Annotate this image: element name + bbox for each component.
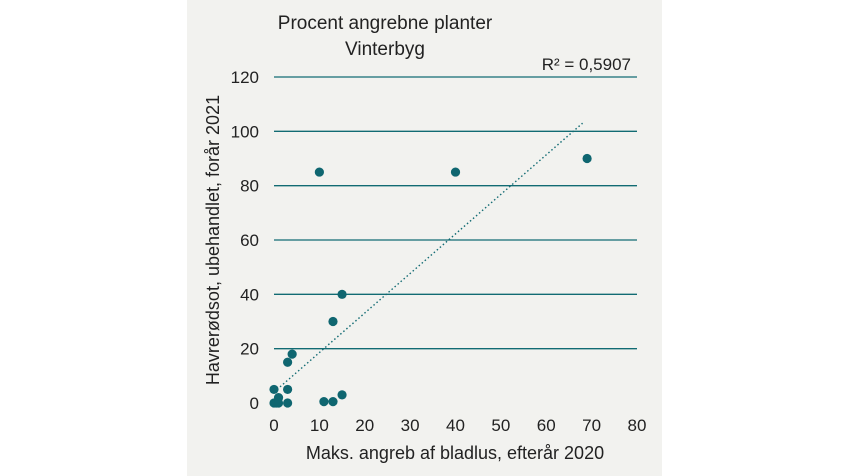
data-point — [283, 384, 293, 395]
data-point — [328, 316, 338, 327]
data-points — [269, 153, 592, 408]
data-point — [319, 397, 329, 407]
r-squared-label: R² = 0,5907 — [542, 55, 631, 74]
y-tick-label: 60 — [240, 231, 259, 250]
data-point — [328, 397, 338, 407]
y-tick-label: 0 — [250, 394, 259, 413]
y-tick-label: 80 — [240, 177, 259, 196]
y-tick-label: 20 — [240, 340, 259, 359]
gridlines — [274, 76, 637, 350]
chart-panel: Procent angrebne planter Vinterbyg 0 20 40… — [187, 0, 662, 476]
chart-title: Procent angrebne planter — [278, 13, 493, 34]
y-tick-label: 100 — [231, 122, 259, 141]
x-tick-label: 60 — [537, 416, 556, 435]
data-point — [337, 390, 347, 400]
tick-labels: 0 20 40 60 80 100 120 0 10 20 30 40 50 60 70 80 — [231, 68, 647, 435]
data-point — [269, 384, 279, 395]
x-tick-label: 20 — [355, 416, 374, 435]
y-tick-label: 120 — [231, 68, 259, 87]
y-tick-label: 40 — [240, 285, 259, 304]
trendline — [273, 122, 584, 393]
data-point — [273, 398, 284, 408]
x-tick-label: 70 — [582, 416, 601, 435]
data-point — [314, 167, 324, 177]
data-point — [450, 167, 461, 177]
scatter-chart: Procent angrebne planter Vinterbyg 0 20 40… — [203, 13, 647, 463]
chart-subtitle: Vinterbyg — [345, 39, 425, 60]
data-point — [582, 153, 592, 164]
y-axis-title: Havrerødsot, ubehandlet, forår 2021 — [203, 95, 223, 385]
data-point — [283, 357, 293, 367]
x-axis-title: Maks. angreb af bladlus, efterår 2020 — [306, 443, 604, 463]
x-tick-label: 40 — [446, 416, 465, 435]
data-point — [287, 349, 297, 359]
x-tick-label: 50 — [491, 416, 510, 435]
data-point — [283, 398, 293, 408]
x-tick-label: 30 — [401, 416, 420, 435]
x-tick-label: 0 — [269, 416, 278, 435]
x-tick-label: 10 — [310, 416, 329, 435]
x-tick-label: 80 — [628, 416, 647, 435]
trendline-layer — [273, 122, 584, 393]
data-point — [337, 289, 347, 299]
